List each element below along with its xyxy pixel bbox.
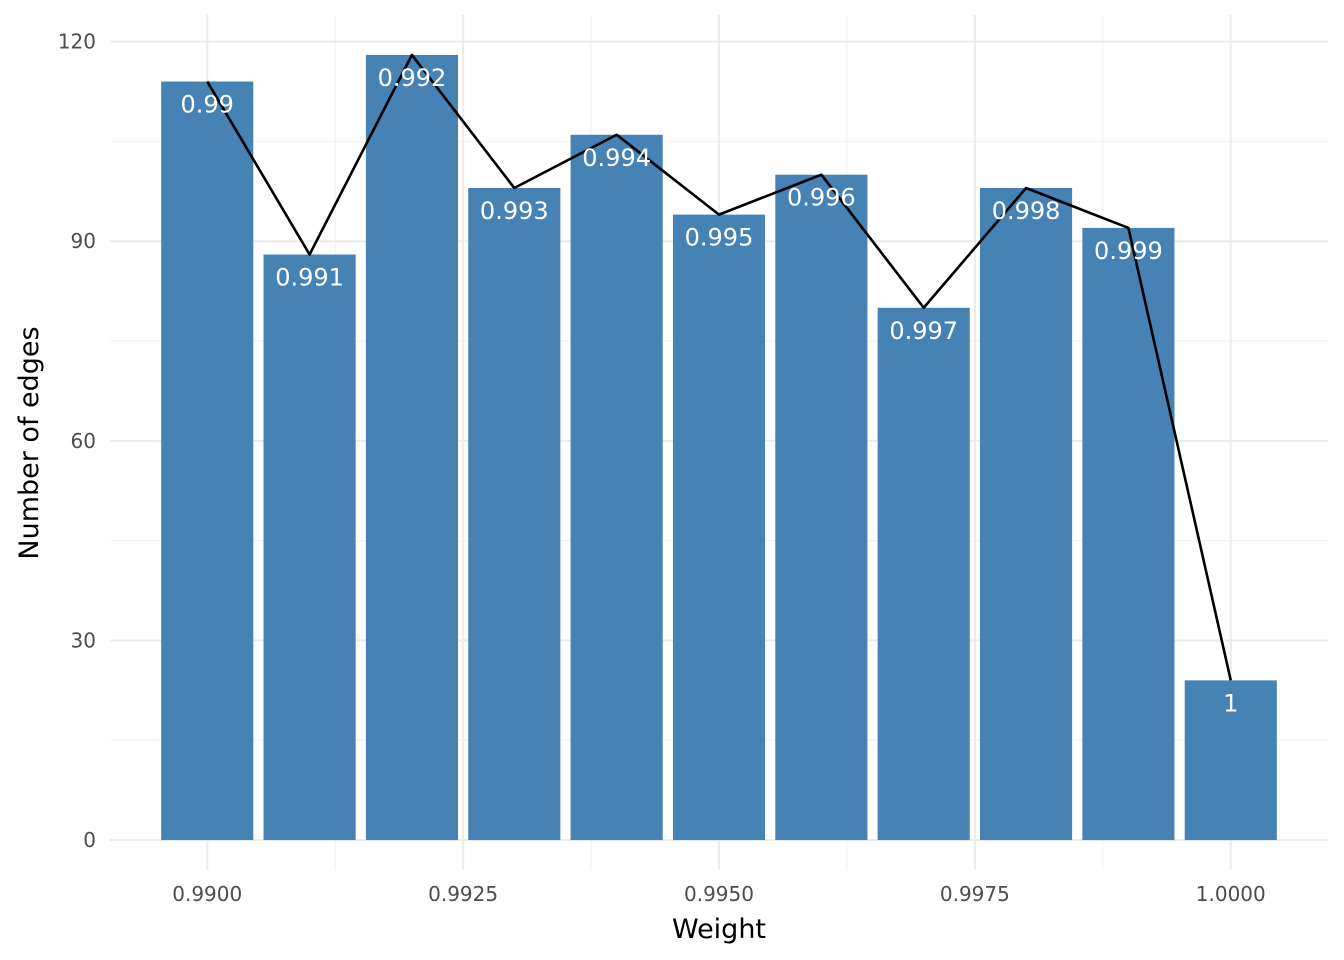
tick-labels: 0 30 60 90 120 0.9900 0.9925 0.9950 0.9975 1.0000 [58, 30, 1266, 906]
bar [1184, 680, 1277, 841]
bar [365, 54, 458, 841]
trend-line [206, 53, 1233, 681]
y-tick-label: 30 [71, 628, 96, 652]
bar-value-label: 0.999 [1094, 237, 1163, 265]
x-axis-title: Weight [672, 914, 766, 945]
bar-value-label: 0.993 [480, 197, 549, 225]
y-axis-title: Number of edges [14, 326, 45, 559]
y-tick-label: 60 [71, 429, 96, 453]
bar-value-label: 0.995 [685, 224, 754, 252]
bar [161, 81, 254, 841]
bar-value-label: 0.997 [889, 317, 958, 345]
y-tick-label: 120 [58, 30, 96, 54]
bar [775, 174, 868, 841]
x-tick-label: 0.9975 [940, 882, 1010, 906]
bar [672, 214, 766, 841]
bar [980, 187, 1073, 841]
bar-value-label: 0.996 [787, 184, 856, 212]
bar-value-label: 0.99 [181, 91, 234, 119]
bars [161, 54, 1277, 841]
bar-labels: 0.99 0.991 0.992 0.993 0.994 0.995 0.996 0.997 0… [181, 64, 1239, 717]
bar [263, 254, 356, 841]
y-tick-label: 90 [71, 229, 96, 253]
bar-value-label: 0.992 [378, 64, 447, 92]
bar [877, 307, 970, 841]
bar-value-label: 0.994 [582, 144, 651, 172]
bar [468, 187, 561, 841]
bar [570, 134, 663, 841]
bar [1082, 227, 1175, 841]
bar-value-label: 1 [1223, 689, 1238, 717]
x-tick-label: 1.0000 [1196, 882, 1266, 906]
x-tick-label: 0.9925 [428, 882, 498, 906]
bar-value-label: 0.998 [992, 197, 1061, 225]
x-tick-label: 0.9950 [684, 882, 754, 906]
bar-value-label: 0.991 [275, 264, 344, 292]
trend-line-layer [206, 53, 1233, 681]
x-tick-label: 0.9900 [172, 882, 242, 906]
y-tick-label: 0 [83, 828, 96, 852]
